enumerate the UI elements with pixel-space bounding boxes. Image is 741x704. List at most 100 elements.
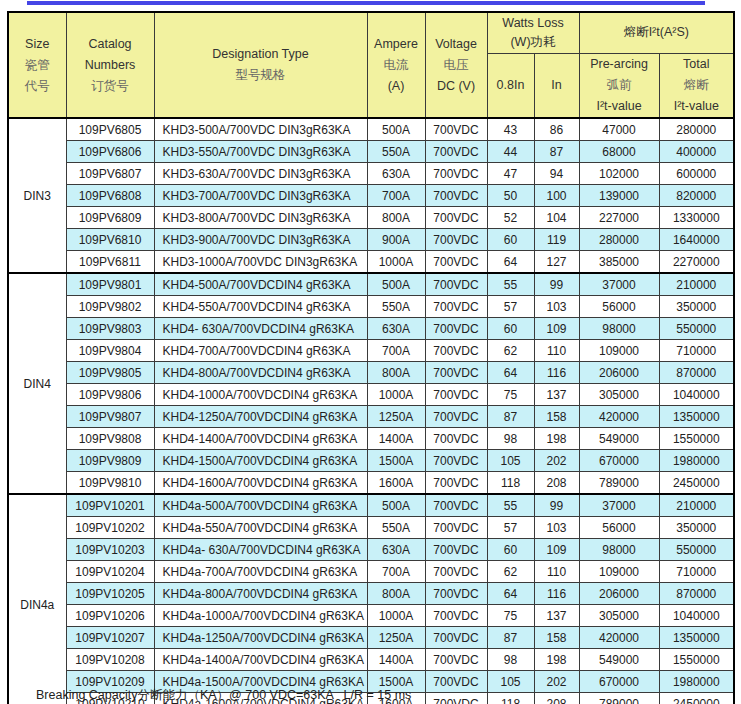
cell-voltage: 700VDC [425, 649, 487, 671]
cell-total-i2t: 1550000 [659, 649, 734, 671]
cell-watts-loss-in: 158 [534, 406, 579, 428]
table-row: 109PV6809KHD3-800A/700VDC DIN3gR63KA800A… [8, 207, 734, 229]
cell-ampere: 630A [367, 163, 425, 185]
fuse-specification-table: Size 瓷管 代号 Catalog Numbers 订货号 Designati… [7, 11, 735, 704]
cell-voltage: 700VDC [425, 671, 487, 693]
cell-watts-loss-0.8in: 60 [487, 318, 534, 340]
cell-voltage: 700VDC [425, 384, 487, 406]
cell-voltage: 700VDC [425, 318, 487, 340]
cell-designation: KHD4a-700A/700VDCDIN4 gR63KA [154, 561, 367, 583]
cell-total-i2t: 710000 [659, 340, 734, 362]
cell-catalog-number: 109PV6808 [66, 185, 154, 207]
cell-ampere: 500A [367, 118, 425, 141]
cell-ampere: 550A [367, 296, 425, 318]
cell-total-i2t: 1980000 [659, 450, 734, 472]
cell-ampere: 1400A [367, 428, 425, 450]
cell-catalog-number: 109PV6810 [66, 229, 154, 251]
col-header-ampere-cn: 电流 [368, 55, 425, 76]
col-header-catalog-en1: Catalog [67, 34, 154, 55]
prearcing-cn: 弧前 [580, 75, 659, 96]
total-value-label: I²t-value [660, 96, 734, 117]
cell-catalog-number: 109PV9805 [66, 362, 154, 384]
cell-catalog-number: 109PV9803 [66, 318, 154, 340]
cell-total-i2t: 1640000 [659, 229, 734, 251]
cell-designation: KHD4a-1250A/700VDCDIN4 gR63KA [154, 627, 367, 649]
cell-designation: KHD4- 630A/700VDCDIN4 gR63KA [154, 318, 367, 340]
top-divider-rule [27, 1, 705, 5]
table-row: 109PV6810KHD3-900A/700VDC DIN3gR63KA900A… [8, 229, 734, 251]
cell-designation: KHD3-500A/700VDC DIN3gR63KA [154, 118, 367, 141]
table-row: 109PV9805KHD4-800A/700VDCDIN4 gR63KA800A… [8, 362, 734, 384]
col-group-i2t: 熔断I²t(A²S) [579, 12, 734, 53]
col-header-designation-cn: 型号规格 [155, 65, 367, 86]
cell-total-i2t: 2450000 [659, 472, 734, 495]
table-row: 109PV6806KHD3-550A/700VDC DIN3gR63KA550A… [8, 141, 734, 163]
table-row: DIN4a109PV10201KHD4a-500A/700VDCDIN4 gR6… [8, 494, 734, 517]
cell-prearcing-i2t: 227000 [579, 207, 659, 229]
col-header-watts-in: In [534, 53, 579, 118]
cell-watts-loss-in: 158 [534, 627, 579, 649]
cell-watts-loss-in: 103 [534, 517, 579, 539]
cell-watts-loss-0.8in: 55 [487, 273, 534, 296]
cell-voltage: 700VDC [425, 251, 487, 274]
cell-total-i2t: 1550000 [659, 428, 734, 450]
table-row: DIN3109PV6805KHD3-500A/700VDC DIN3gR63KA… [8, 118, 734, 141]
cell-watts-loss-in: 127 [534, 251, 579, 274]
cell-watts-loss-0.8in: 87 [487, 627, 534, 649]
cell-watts-loss-0.8in: 64 [487, 362, 534, 384]
cell-designation: KHD4-1600A/700VDCDIN4 gR63KA [154, 472, 367, 495]
cell-catalog-number: 109PV9802 [66, 296, 154, 318]
col-header-designation-en: Designation Type [155, 44, 367, 65]
cell-total-i2t: 1040000 [659, 605, 734, 627]
cell-ampere: 1500A [367, 450, 425, 472]
cell-prearcing-i2t: 670000 [579, 671, 659, 693]
cell-watts-loss-0.8in: 118 [487, 472, 534, 495]
cell-watts-loss-0.8in: 105 [487, 671, 534, 693]
table-row: 109PV10206KHD4a-1000A/700VDCDIN4 gR63KA1… [8, 605, 734, 627]
cell-voltage: 700VDC [425, 273, 487, 296]
cell-ampere: 1400A [367, 649, 425, 671]
cell-watts-loss-in: 208 [534, 693, 579, 704]
cell-ampere: 550A [367, 517, 425, 539]
cell-prearcing-i2t: 102000 [579, 163, 659, 185]
cell-prearcing-i2t: 206000 [579, 583, 659, 605]
table-row: 109PV9810KHD4-1600A/700VDCDIN4 gR63KA160… [8, 472, 734, 495]
cell-prearcing-i2t: 549000 [579, 428, 659, 450]
col-header-voltage-cn: 电压 [426, 55, 487, 76]
cell-watts-loss-0.8in: 105 [487, 450, 534, 472]
col-header-voltage: Voltage 电压 DC (V) [425, 12, 487, 118]
table-row: 109PV9804KHD4-700A/700VDCDIN4 gR63KA700A… [8, 340, 734, 362]
cell-total-i2t: 1350000 [659, 627, 734, 649]
cell-total-i2t: 870000 [659, 362, 734, 384]
cell-ampere: 550A [367, 141, 425, 163]
cell-voltage: 700VDC [425, 340, 487, 362]
cell-prearcing-i2t: 37000 [579, 494, 659, 517]
cell-designation: KHD4-1500A/700VDCDIN4 gR63KA [154, 450, 367, 472]
cell-total-i2t: 400000 [659, 141, 734, 163]
cell-voltage: 700VDC [425, 406, 487, 428]
cell-designation: KHD4-550A/700VDCDIN4 gR63KA [154, 296, 367, 318]
cell-designation: KHD4-800A/700VDCDIN4 gR63KA [154, 362, 367, 384]
cell-designation: KHD4-1400A/700VDCDIN4 gR63KA [154, 428, 367, 450]
watts-in-label: In [535, 75, 579, 96]
cell-watts-loss-in: 103 [534, 296, 579, 318]
datasheet-page: { "page": { "top_rule_color": "#4545e6",… [0, 0, 741, 704]
cell-voltage: 700VDC [425, 296, 487, 318]
cell-voltage: 700VDC [425, 517, 487, 539]
cell-prearcing-i2t: 109000 [579, 561, 659, 583]
cell-designation: KHD3-550A/700VDC DIN3gR63KA [154, 141, 367, 163]
size-group-cell: DIN4a [8, 494, 66, 704]
cell-voltage: 700VDC [425, 185, 487, 207]
table-row: 109PV10204KHD4a-700A/700VDCDIN4 gR63KA70… [8, 561, 734, 583]
cell-voltage: 700VDC [425, 207, 487, 229]
cell-watts-loss-in: 109 [534, 318, 579, 340]
cell-prearcing-i2t: 420000 [579, 627, 659, 649]
col-header-size: Size 瓷管 代号 [8, 12, 66, 118]
cell-watts-loss-0.8in: 50 [487, 185, 534, 207]
cell-voltage: 700VDC [425, 693, 487, 704]
cell-ampere: 800A [367, 583, 425, 605]
cell-designation: KHD4-1000A/700VDCDIN4 gR63KA [154, 384, 367, 406]
cell-watts-loss-in: 110 [534, 340, 579, 362]
cell-watts-loss-0.8in: 64 [487, 583, 534, 605]
cell-prearcing-i2t: 280000 [579, 229, 659, 251]
